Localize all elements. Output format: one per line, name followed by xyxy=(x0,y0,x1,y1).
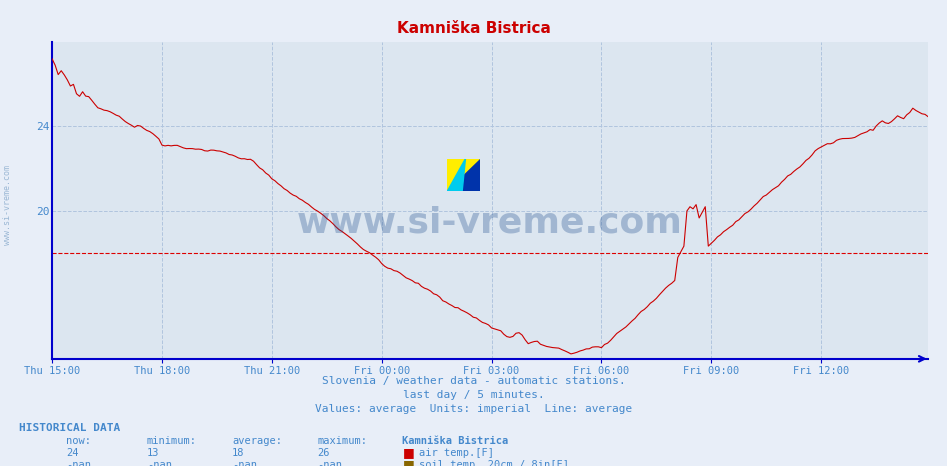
Text: maximum:: maximum: xyxy=(317,436,367,445)
Text: -nan: -nan xyxy=(66,460,91,466)
Text: ■: ■ xyxy=(402,446,414,459)
Text: minimum:: minimum: xyxy=(147,436,197,445)
Text: ■: ■ xyxy=(402,459,414,466)
Text: www.si-vreme.com: www.si-vreme.com xyxy=(3,165,12,245)
Polygon shape xyxy=(447,159,480,192)
Text: average:: average: xyxy=(232,436,282,445)
Text: Slovenia / weather data - automatic stations.: Slovenia / weather data - automatic stat… xyxy=(322,377,625,386)
Text: 18: 18 xyxy=(232,448,244,458)
Text: 26: 26 xyxy=(317,448,330,458)
Text: soil temp. 20cm / 8in[F]: soil temp. 20cm / 8in[F] xyxy=(419,460,568,466)
Text: www.si-vreme.com: www.si-vreme.com xyxy=(297,206,683,240)
Text: now:: now: xyxy=(66,436,91,445)
Text: 13: 13 xyxy=(147,448,159,458)
Text: HISTORICAL DATA: HISTORICAL DATA xyxy=(19,423,120,433)
Text: 24: 24 xyxy=(66,448,79,458)
Text: Values: average  Units: imperial  Line: average: Values: average Units: imperial Line: av… xyxy=(314,404,633,414)
Text: -nan: -nan xyxy=(232,460,257,466)
Text: last day / 5 minutes.: last day / 5 minutes. xyxy=(402,391,545,400)
Polygon shape xyxy=(447,159,466,192)
Text: Kamniška Bistrica: Kamniška Bistrica xyxy=(402,436,509,445)
Text: -nan: -nan xyxy=(147,460,171,466)
Text: Kamniška Bistrica: Kamniška Bistrica xyxy=(397,21,550,36)
Text: -nan: -nan xyxy=(317,460,342,466)
Text: air temp.[F]: air temp.[F] xyxy=(419,448,493,458)
Polygon shape xyxy=(447,159,480,192)
